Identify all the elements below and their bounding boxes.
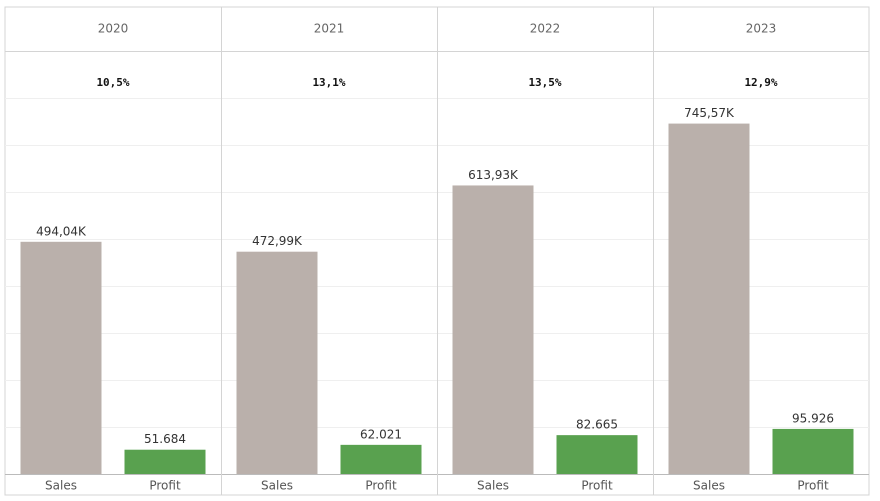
facet-header: 2021 <box>314 22 345 36</box>
value-label: 82.665 <box>576 418 618 432</box>
ratio-label: 10,5% <box>96 76 129 89</box>
bar <box>556 435 638 474</box>
category-label: Sales <box>261 479 293 493</box>
facet-header: 2023 <box>746 22 777 36</box>
value-label: 613,93K <box>468 168 519 182</box>
facet-header: 2020 <box>98 22 129 36</box>
bar <box>668 123 750 475</box>
ratio-label: 13,1% <box>312 76 345 89</box>
category-label: Profit <box>149 479 181 493</box>
category-label: Sales <box>477 479 509 493</box>
value-label: 472,99K <box>252 234 303 248</box>
bar <box>340 444 422 474</box>
category-label: Profit <box>581 479 613 493</box>
category-label: Profit <box>797 479 829 493</box>
value-label: 51.684 <box>144 432 186 446</box>
bar <box>20 241 102 474</box>
value-label: 494,04K <box>36 224 87 238</box>
ratio-label: 13,5% <box>528 76 561 89</box>
value-label: 95.926 <box>792 411 834 425</box>
category-label: Sales <box>45 479 77 493</box>
bar <box>452 185 534 475</box>
category-label: Profit <box>365 479 397 493</box>
value-label: 62.021 <box>360 427 402 441</box>
bar <box>772 428 854 474</box>
bar <box>124 449 206 474</box>
category-label: Sales <box>693 479 725 493</box>
ratio-label: 12,9% <box>744 76 777 89</box>
facet-header: 2022 <box>530 22 561 36</box>
value-label: 745,57K <box>684 106 735 120</box>
bar <box>236 251 318 474</box>
